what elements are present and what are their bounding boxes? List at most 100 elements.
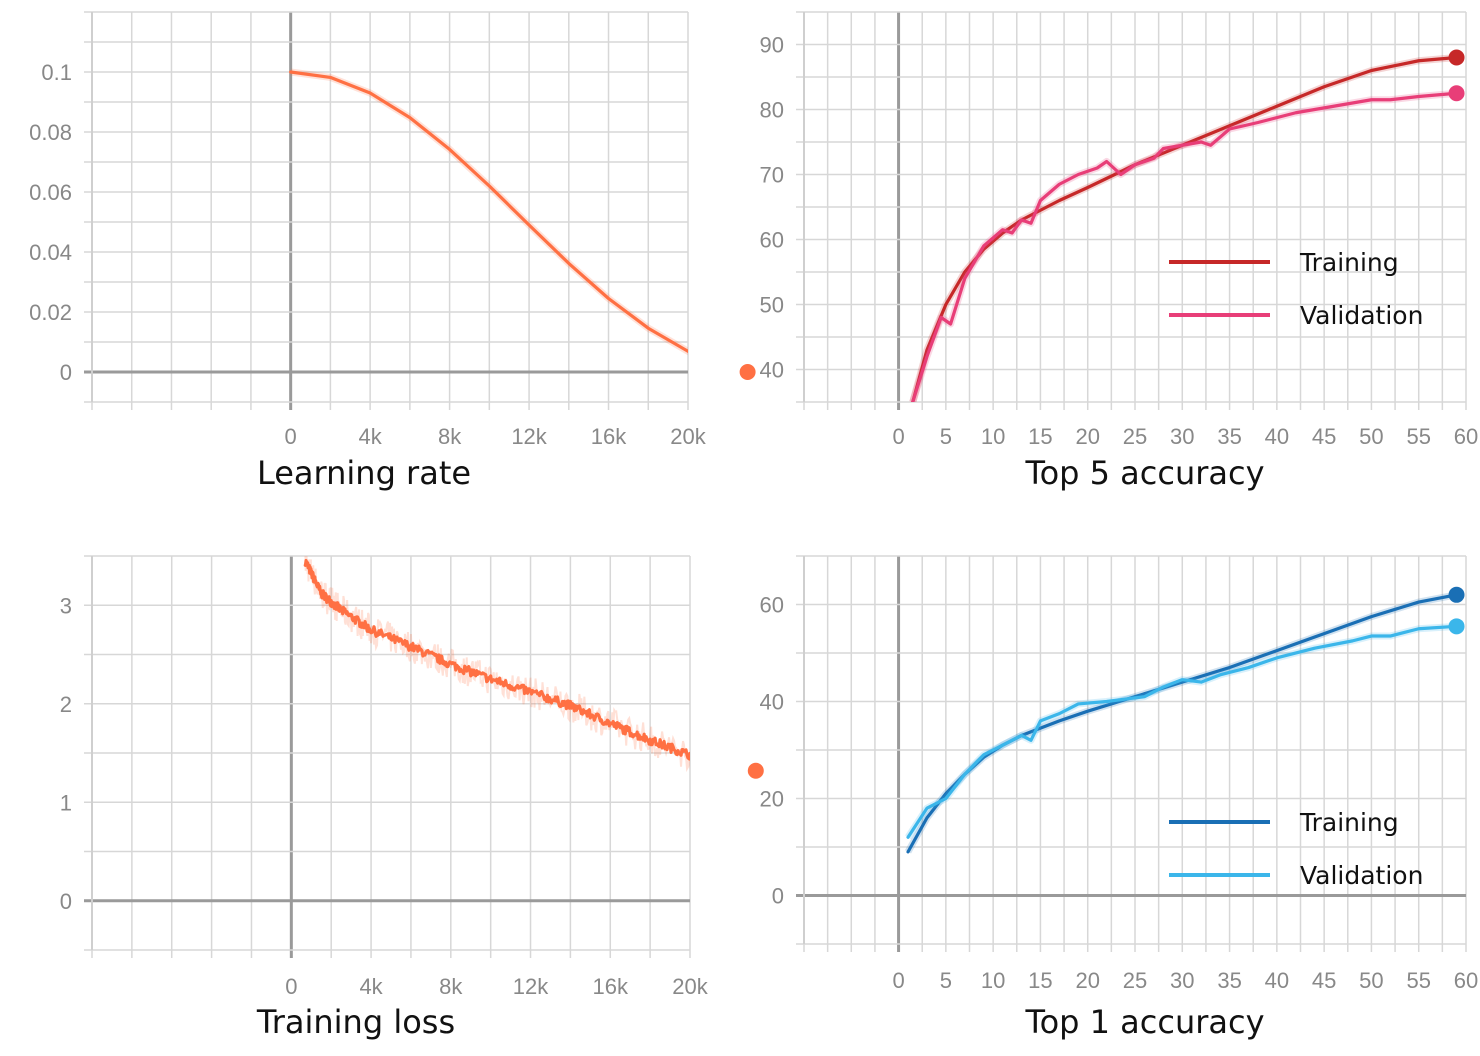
x-tick-label: 45	[1312, 968, 1336, 993]
legend-label-validation: Validation	[1300, 301, 1423, 330]
series-end-marker	[1448, 618, 1465, 635]
x-tick-label: 15	[1028, 424, 1052, 449]
series-end-marker	[747, 762, 764, 779]
x-tick-label: 40	[1265, 424, 1289, 449]
x-tick-label: 60	[1454, 968, 1478, 993]
series-line	[303, 558, 690, 761]
y-tick-label: 0.06	[29, 180, 72, 205]
x-tick-label: 5	[940, 424, 952, 449]
series-line-validation	[906, 624, 1459, 839]
y-tick-label: 60	[760, 228, 784, 253]
x-tick-label: 60	[1454, 424, 1478, 449]
plot-marks	[289, 68, 756, 380]
x-tick-label: 25	[1123, 968, 1147, 993]
series-group	[289, 68, 688, 356]
x-tick-label: 8k	[438, 424, 462, 449]
legend-label-training: Training	[1299, 808, 1399, 837]
y-tick-label: 3	[60, 593, 72, 618]
y-tick-label: 60	[760, 593, 784, 618]
x-tick-label: 50	[1359, 424, 1383, 449]
x-tick-label: 16k	[593, 974, 629, 999]
x-tick-label: 20k	[670, 424, 706, 449]
x-tick-label: 20	[1075, 424, 1099, 449]
x-tick-label: 55	[1406, 424, 1430, 449]
legend: Training Validation	[1169, 808, 1423, 890]
chart-learning-rate: 0 4k 8k 12k 16k 20k 0 0.02 0.04 0.06 0.08 0.1 Learn…	[29, 11, 756, 492]
chart-title: Top 1 accuracy	[1024, 1003, 1264, 1041]
series-group	[303, 556, 690, 773]
series-end-marker	[1448, 85, 1465, 102]
x-tick-label: 5	[940, 968, 952, 993]
x-tick-label: 40	[1265, 968, 1289, 993]
x-tick-label: 15	[1028, 968, 1052, 993]
legend: Training Validation	[1169, 248, 1423, 330]
x-tick-label: 30	[1170, 424, 1194, 449]
x-tick-label: 30	[1170, 968, 1194, 993]
y-tick-label: 0	[772, 884, 784, 909]
x-tick-label: 8k	[439, 974, 463, 999]
x-tick-label: 55	[1406, 968, 1430, 993]
tick-labels: 0 5 10 15 20 25 30 35 40 45 50 55 60 40 50 60 70 80 90	[760, 33, 1479, 450]
x-tick-label: 12k	[511, 424, 547, 449]
x-tick-label: 20k	[672, 974, 708, 999]
y-tick-label: 80	[760, 98, 784, 123]
x-tick-label: 10	[981, 968, 1005, 993]
x-tick-label: 45	[1312, 424, 1336, 449]
chart-title: Learning rate	[257, 454, 471, 492]
series-group	[904, 591, 1459, 854]
tick-labels: 0 4k 8k 12k 16k 20k 0 1 2 3	[60, 593, 709, 999]
series-raw-line	[304, 556, 690, 773]
y-tick-label: 40	[760, 690, 784, 715]
series-end-marker	[1448, 49, 1465, 66]
x-tick-label: 16k	[591, 424, 627, 449]
chart-title: Training loss	[256, 1003, 455, 1041]
x-tick-label: 10	[981, 424, 1005, 449]
legend-label-training: Training	[1299, 248, 1399, 277]
x-tick-label: 4k	[359, 974, 383, 999]
y-tick-label: 90	[760, 33, 784, 58]
plot-marks	[303, 556, 764, 779]
x-tick-label: 35	[1217, 968, 1241, 993]
x-tick-label: 0	[892, 424, 904, 449]
y-tick-label: 20	[760, 787, 784, 812]
y-tick-label: 0.02	[29, 300, 72, 325]
plot-marks	[909, 49, 1465, 402]
series-end-marker	[739, 364, 756, 380]
y-tick-label: 40	[760, 358, 784, 383]
y-tick-label: 0.08	[29, 120, 72, 145]
chart-title: Top 5 accuracy	[1024, 454, 1264, 492]
grid	[796, 11, 1467, 410]
series-line-training	[911, 55, 1459, 402]
y-tick-label: 0	[60, 889, 72, 914]
y-tick-label: 0	[60, 360, 72, 385]
series-line-validation	[911, 91, 1459, 402]
y-tick-label: 2	[60, 692, 72, 717]
x-tick-label: 0	[285, 974, 297, 999]
series-end-marker	[1448, 586, 1465, 603]
x-tick-label: 25	[1123, 424, 1147, 449]
chart-top1-accuracy: 0 5 10 15 20 25 30 35 40 45 50 55 60 0 20 40 60 Training…	[760, 555, 1479, 1041]
chart-training-loss: 0 4k 8k 12k 16k 20k 0 1 2 3 Training loss	[60, 555, 764, 1041]
chart-top5-accuracy: 0 5 10 15 20 25 30 35 40 45 50 55 60 40 50 60 70 80 90 Tra…	[760, 11, 1479, 492]
x-tick-label: 0	[892, 968, 904, 993]
y-tick-label: 1	[60, 790, 72, 815]
plot-marks	[904, 586, 1465, 854]
x-tick-label: 4k	[359, 424, 383, 449]
y-tick-label: 0.1	[41, 60, 72, 85]
x-tick-label: 20	[1075, 968, 1099, 993]
legend-label-validation: Validation	[1300, 861, 1423, 890]
x-tick-label: 35	[1217, 424, 1241, 449]
x-tick-label: 0	[285, 424, 297, 449]
y-tick-label: 0.04	[29, 240, 72, 265]
grid	[84, 11, 689, 410]
series-group	[909, 54, 1459, 402]
grid	[84, 555, 691, 958]
y-tick-label: 70	[760, 163, 784, 188]
tick-labels: 0 4k 8k 12k 16k 20k 0 0.02 0.04 0.06 0.08 0.1	[29, 60, 707, 449]
y-tick-label: 50	[760, 293, 784, 318]
x-tick-label: 12k	[513, 974, 549, 999]
tick-labels: 0 5 10 15 20 25 30 35 40 45 50 55 60 0 20 40 60	[760, 593, 1479, 994]
series-line	[289, 70, 688, 354]
x-tick-label: 50	[1359, 968, 1383, 993]
